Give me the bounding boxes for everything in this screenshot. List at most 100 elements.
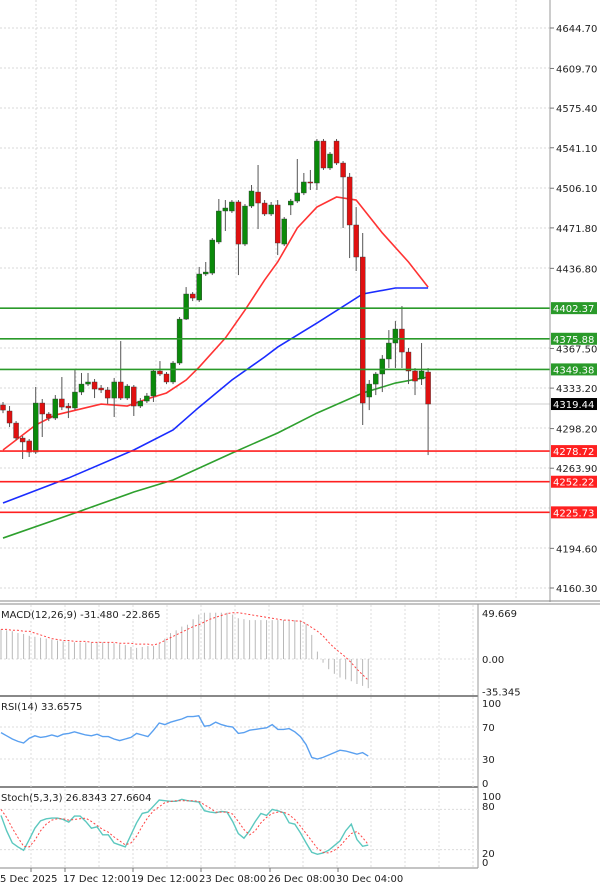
candle-body-bearish [189,293,196,299]
resistance-level-badge [551,332,597,345]
candle-body-bearish [131,386,137,407]
candle [91,378,98,399]
candle-body-bullish [209,239,215,274]
candle-body-bullish [379,358,386,375]
candle-body-bearish [118,381,124,399]
candle [19,435,26,459]
candle-body-bearish [19,437,26,443]
macd-label: MACD(12,26,9) -31.480 -22.865 [1,610,161,621]
support-level-badge [551,475,597,488]
price-tick-label: 4609.70 [556,64,597,75]
candle-body-bullish [33,402,39,453]
candle-body-bullish [294,192,300,202]
candle-body-bullish [124,385,130,399]
price-tick-label: 4506.10 [556,184,597,195]
candle [261,200,268,216]
time-tick-label: 26 Dec 08:00 [268,874,335,885]
stoch-tick-label: 20 [482,849,495,860]
candle-body-bullish [418,370,425,380]
candle-body-bearish [6,410,13,424]
resistance-level-badge [551,302,597,315]
price-tick-label: 4644.70 [556,24,597,35]
candle-body-bullish [314,140,320,184]
price-tick-label: 4541.10 [556,144,597,155]
candle [379,355,386,393]
time-tick-label: 17 Dec 12:00 [63,874,130,885]
candle-body-bearish [412,370,418,382]
price-tick-label: 4575.40 [556,104,597,115]
candle [72,369,78,411]
moving-average-line [2,287,429,504]
candle-body-bearish [307,181,314,184]
candle [320,138,327,170]
candle [46,412,52,422]
candle-body-bullish [373,373,379,385]
candle-body-bearish [26,440,32,453]
candle-body-bearish [274,204,281,244]
candle [392,321,399,368]
candle-body-bullish [216,210,222,243]
candle-body-bearish [13,422,19,439]
candle-body-bullish [229,201,235,212]
candle-body-bearish [59,398,65,408]
candle-body-bullish [366,383,372,398]
candle [222,200,229,232]
candle [65,403,72,419]
candle-body-bearish [425,371,431,405]
candle-body-bearish [399,328,405,353]
candle-body-bullish [137,400,144,407]
candle [118,341,124,401]
price-tick-label: 4471.80 [556,224,597,235]
candle [203,261,209,276]
support-level-label: 4225.73 [553,508,594,519]
candle [301,172,307,196]
rsi-line [0,715,369,760]
stoch-k-line [0,798,369,856]
candle-body-bearish [163,373,170,383]
candle [235,200,242,276]
candle-body-bullish [85,381,91,385]
moving-average-line [2,196,429,451]
candle-body-bearish [98,387,104,391]
current-price-label: 4319.44 [553,400,594,411]
candle-body-bullish [52,398,59,419]
price-tick-label: 4263.90 [556,464,597,475]
candle-body-bearish [65,405,72,409]
candle [229,200,235,213]
rsi-tick-label: 30 [482,755,495,766]
resistance-level-badge [551,363,597,376]
time-tick-label: 5 Dec 2025 [0,874,58,885]
candle [196,266,202,302]
candle [360,232,366,425]
candle [425,368,431,456]
candle [13,421,19,441]
stoch-d-line [0,800,369,854]
candle [111,377,117,418]
candle [78,372,85,396]
candle-body-bearish [353,224,359,258]
candle-body-bearish [346,176,353,226]
price-tick-label: 4333.20 [556,384,597,395]
candle-body-bullish [144,395,150,402]
candle [104,386,111,404]
candle [373,372,379,396]
price-tick-label: 4160.30 [556,584,597,595]
candle [137,398,144,408]
rsi-tick-label: 100 [482,699,501,710]
candle [163,372,170,385]
current-price-badge [551,398,597,411]
candle-body-bearish [333,140,340,164]
macd-tick-label: 49.669 [482,609,517,620]
support-level-badge [551,506,597,519]
price-tick-label: 4367.50 [556,344,597,355]
candle-body-bearish [46,413,52,419]
candle-body-bullish [170,362,176,383]
candle [52,395,59,421]
candle [333,138,340,165]
candle-body-bullish [248,190,255,207]
candle [274,200,281,256]
candle-body-bullish [196,273,202,301]
support-level-label: 4252.22 [553,478,594,489]
candle-body-bearish [235,201,242,245]
